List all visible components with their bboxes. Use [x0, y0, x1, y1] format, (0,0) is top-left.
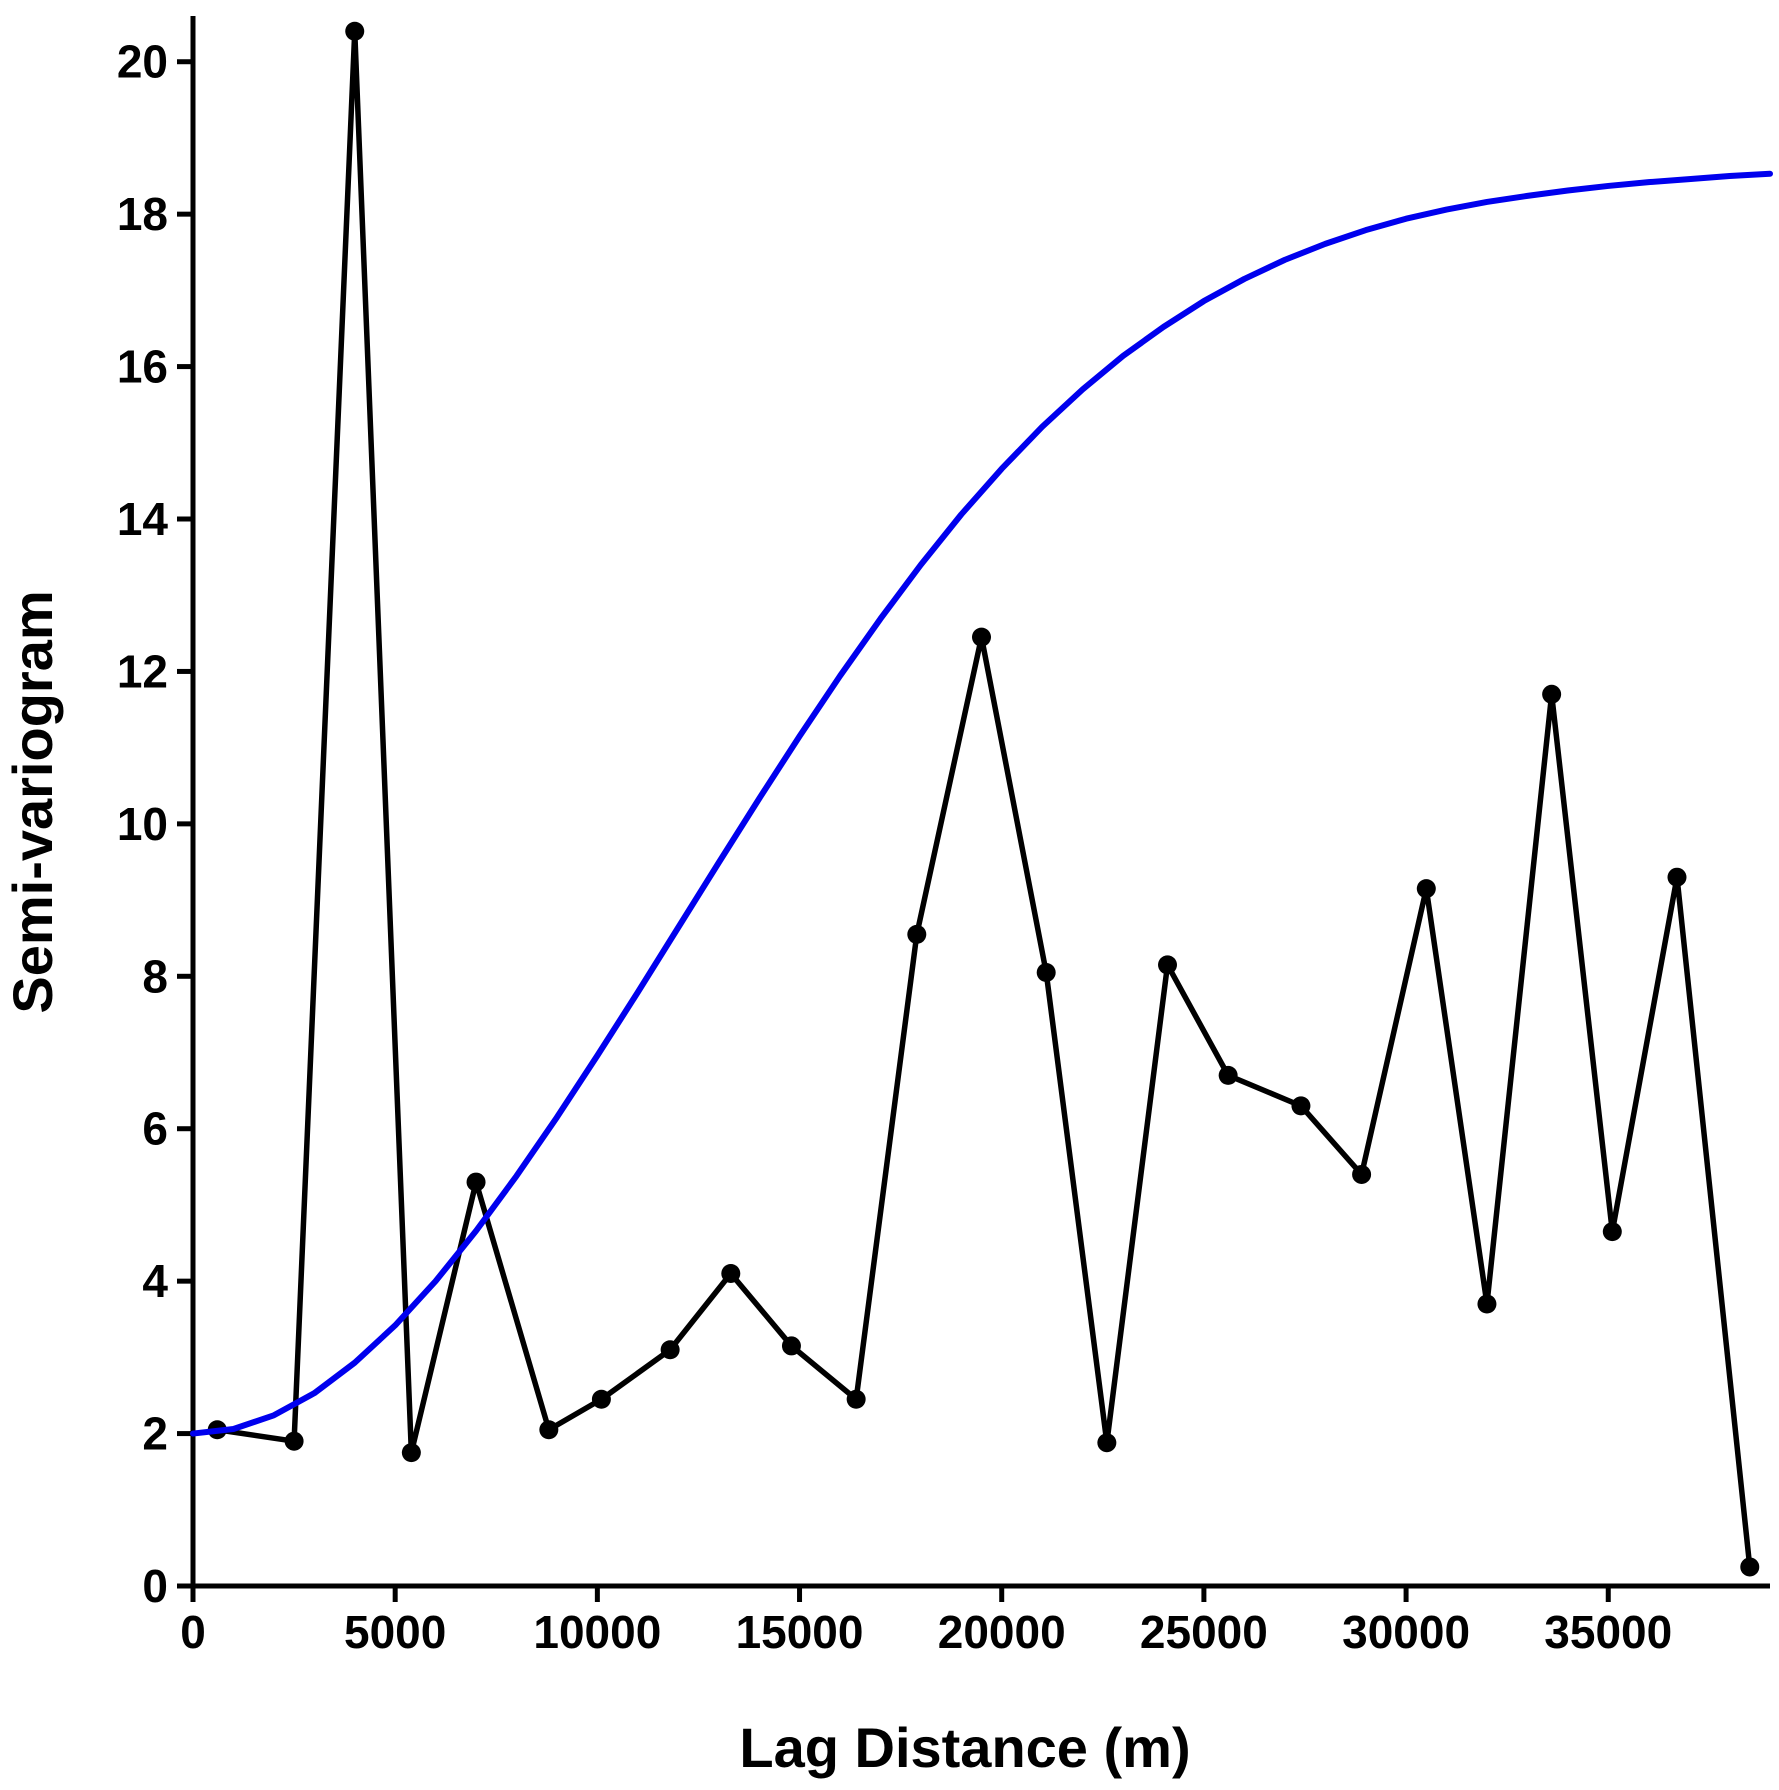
y-tick-label: 8: [142, 950, 168, 1002]
data-point: [1477, 1294, 1497, 1314]
data-point: [1291, 1096, 1311, 1116]
data-point: [781, 1336, 801, 1356]
data-point: [591, 1389, 611, 1409]
data-point: [401, 1443, 421, 1463]
y-tick-label: 20: [117, 36, 168, 88]
data-point: [1667, 867, 1687, 887]
data-point: [721, 1264, 741, 1284]
y-tick-label: 4: [142, 1255, 168, 1307]
x-tick-label: 30000: [1342, 1606, 1470, 1658]
y-tick-label: 14: [117, 493, 169, 545]
empirical-line: [214, 28, 1753, 1570]
x-axis-title: Lag Distance (m): [739, 1716, 1190, 1779]
data-point: [466, 1172, 486, 1192]
x-tick-label: 15000: [736, 1606, 864, 1658]
x-tick-label: 10000: [533, 1606, 661, 1658]
series-layer: [190, 21, 1773, 1577]
ticks: 0 2 4 6 8 10 12 14 16 18 20 0 5000 10000 15000 20000 250…: [117, 36, 1672, 1658]
y-tick-label: 6: [142, 1103, 168, 1155]
data-point: [1740, 1557, 1760, 1577]
data-point: [1097, 1433, 1117, 1453]
data-point: [1036, 962, 1056, 982]
y-tick-label: 16: [117, 341, 168, 393]
y-tick-label: 2: [142, 1408, 168, 1460]
data-point: [907, 924, 927, 944]
data-point: [1542, 684, 1562, 704]
data-point: [1158, 955, 1178, 975]
x-tick-label: 35000: [1544, 1606, 1672, 1658]
data-point: [539, 1420, 559, 1440]
data-point: [1218, 1065, 1238, 1085]
x-tick-label: 20000: [938, 1606, 1066, 1658]
axes: [190, 16, 1770, 1589]
model-curve: [190, 170, 1773, 1437]
x-tick-label: 0: [180, 1606, 206, 1658]
data-point: [846, 1389, 866, 1409]
data-point: [1352, 1164, 1372, 1184]
data-point: [1416, 879, 1436, 899]
data-point: [284, 1431, 304, 1451]
data-point: [972, 627, 991, 647]
x-tick-label: 25000: [1140, 1606, 1268, 1658]
y-tick-label: 18: [117, 188, 168, 240]
data-point: [660, 1340, 680, 1360]
y-tick-label: 10: [117, 798, 168, 850]
data-point: [345, 21, 365, 41]
y-tick-label: 12: [117, 645, 168, 697]
y-tick-label: 0: [142, 1560, 168, 1612]
y-axis-title: Semi-variogram: [1, 590, 64, 1013]
x-tick-label: 5000: [344, 1606, 446, 1658]
data-point: [1602, 1222, 1622, 1242]
